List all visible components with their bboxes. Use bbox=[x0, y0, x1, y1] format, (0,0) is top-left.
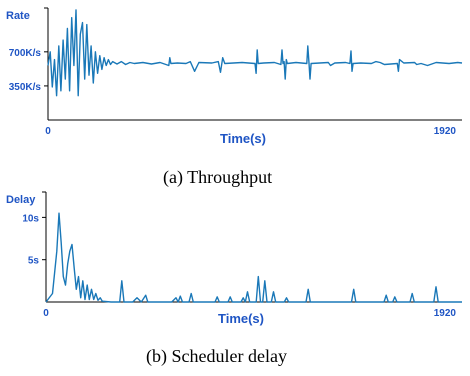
panel-throughput: Rate Time(s) (a) Throughput 350K/s 700K/s… bbox=[6, 7, 463, 188]
ylabel-a: Rate bbox=[6, 10, 30, 22]
x-tick-label: 0 bbox=[43, 308, 49, 319]
caption-a: (a) Throughput bbox=[163, 167, 272, 188]
xlabel-a: Time(s) bbox=[220, 131, 266, 146]
ylabel-b: Delay bbox=[6, 194, 36, 206]
caption-b: (b) Scheduler delay bbox=[146, 346, 287, 367]
y-tick-label: 10s bbox=[22, 213, 39, 224]
series-line bbox=[47, 9, 463, 97]
series-line bbox=[45, 212, 462, 303]
x-tick-label: 1920 bbox=[434, 308, 457, 319]
y-tick-label: 700K/s bbox=[9, 48, 42, 59]
y-tick-label: 5s bbox=[28, 256, 40, 267]
x-tick-label: 0 bbox=[45, 126, 51, 137]
xlabel-b: Time(s) bbox=[218, 311, 264, 326]
marks-delay: 5s 10s 0 1920 bbox=[22, 191, 462, 319]
x-tick-label: 1920 bbox=[434, 126, 457, 137]
panel-delay: Delay Time(s) (b) Scheduler delay 5s 10s 0… bbox=[6, 191, 462, 367]
marks-throughput: 350K/s 700K/s 0 1920 bbox=[9, 7, 463, 137]
y-tick-label: 350K/s bbox=[9, 82, 42, 93]
